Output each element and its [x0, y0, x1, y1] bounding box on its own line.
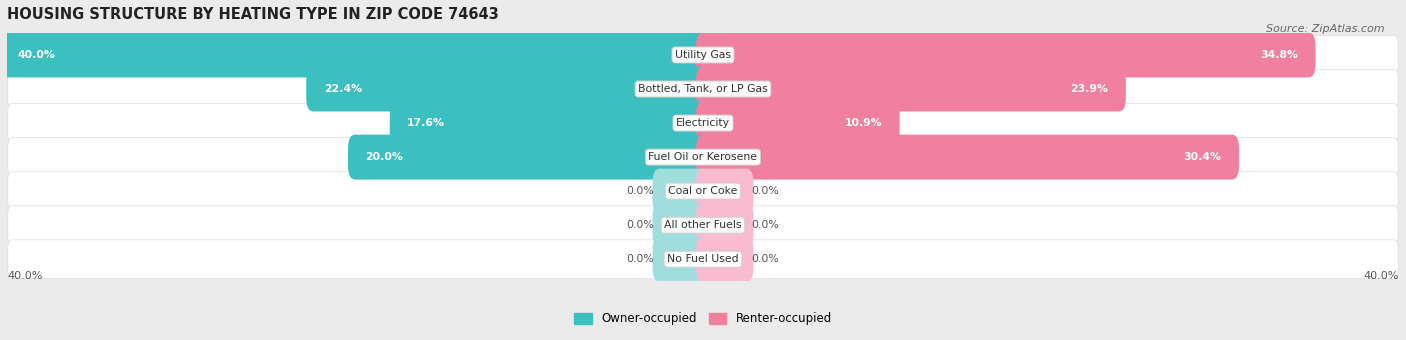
FancyBboxPatch shape — [696, 237, 754, 282]
Text: All other Fuels: All other Fuels — [664, 220, 742, 230]
Text: 30.4%: 30.4% — [1184, 152, 1222, 162]
Text: 20.0%: 20.0% — [366, 152, 404, 162]
FancyBboxPatch shape — [696, 135, 1239, 180]
Text: 34.8%: 34.8% — [1260, 50, 1298, 60]
Text: 23.9%: 23.9% — [1070, 84, 1108, 94]
FancyBboxPatch shape — [8, 138, 1398, 176]
FancyBboxPatch shape — [652, 203, 710, 248]
Text: Utility Gas: Utility Gas — [675, 50, 731, 60]
Text: Fuel Oil or Kerosene: Fuel Oil or Kerosene — [648, 152, 758, 162]
Text: No Fuel Used: No Fuel Used — [668, 254, 738, 264]
FancyBboxPatch shape — [696, 67, 1126, 112]
FancyBboxPatch shape — [8, 172, 1398, 210]
Text: 40.0%: 40.0% — [1364, 271, 1399, 282]
Text: Bottled, Tank, or LP Gas: Bottled, Tank, or LP Gas — [638, 84, 768, 94]
FancyBboxPatch shape — [696, 33, 1316, 78]
FancyBboxPatch shape — [0, 33, 710, 78]
Text: HOUSING STRUCTURE BY HEATING TYPE IN ZIP CODE 74643: HOUSING STRUCTURE BY HEATING TYPE IN ZIP… — [7, 7, 499, 22]
FancyBboxPatch shape — [696, 203, 754, 248]
Text: Electricity: Electricity — [676, 118, 730, 128]
Text: Source: ZipAtlas.com: Source: ZipAtlas.com — [1267, 24, 1385, 34]
Text: 0.0%: 0.0% — [752, 186, 779, 196]
Text: 0.0%: 0.0% — [627, 220, 654, 230]
FancyBboxPatch shape — [389, 101, 710, 146]
FancyBboxPatch shape — [8, 36, 1398, 74]
Text: 0.0%: 0.0% — [752, 220, 779, 230]
FancyBboxPatch shape — [307, 67, 710, 112]
Text: 0.0%: 0.0% — [627, 186, 654, 196]
FancyBboxPatch shape — [696, 169, 754, 214]
FancyBboxPatch shape — [349, 135, 710, 180]
Text: 40.0%: 40.0% — [7, 271, 42, 282]
Text: 40.0%: 40.0% — [17, 50, 55, 60]
Text: 0.0%: 0.0% — [627, 254, 654, 264]
FancyBboxPatch shape — [696, 101, 900, 146]
Text: Coal or Coke: Coal or Coke — [668, 186, 738, 196]
FancyBboxPatch shape — [8, 104, 1398, 142]
Text: 22.4%: 22.4% — [323, 84, 361, 94]
Text: 0.0%: 0.0% — [752, 254, 779, 264]
FancyBboxPatch shape — [8, 70, 1398, 108]
FancyBboxPatch shape — [652, 169, 710, 214]
FancyBboxPatch shape — [8, 240, 1398, 279]
Text: 17.6%: 17.6% — [408, 118, 446, 128]
FancyBboxPatch shape — [652, 237, 710, 282]
FancyBboxPatch shape — [8, 206, 1398, 244]
Legend: Owner-occupied, Renter-occupied: Owner-occupied, Renter-occupied — [569, 308, 837, 330]
Text: 10.9%: 10.9% — [845, 118, 882, 128]
